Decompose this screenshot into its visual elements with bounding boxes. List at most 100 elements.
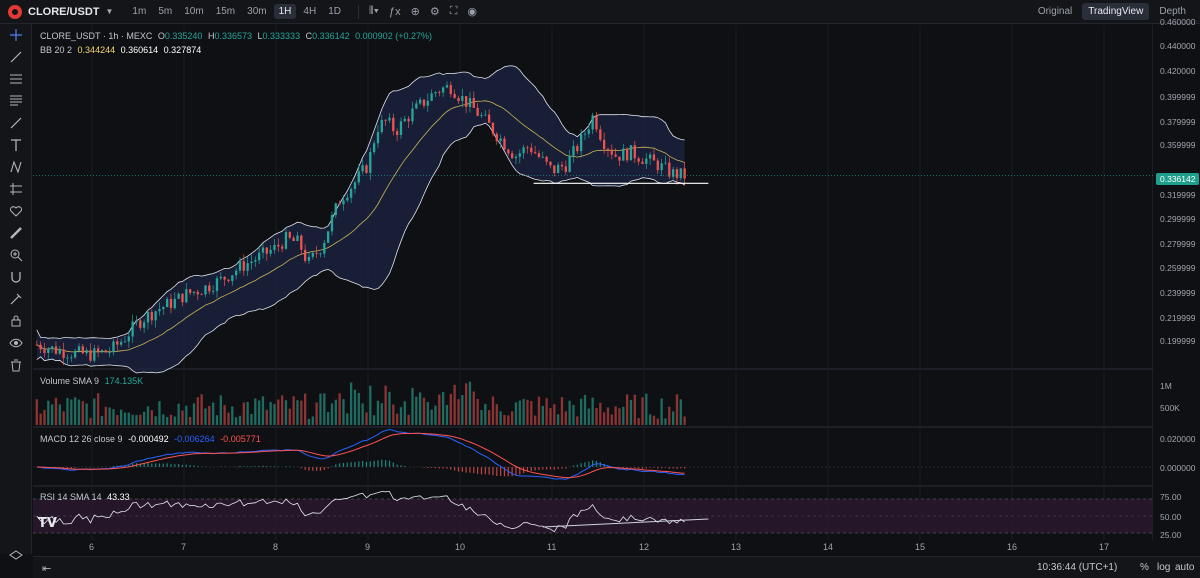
bb-upper-line <box>36 65 685 340</box>
volume-value: 174.135K <box>104 376 144 386</box>
timeframe-10m[interactable]: 10m <box>184 6 204 17</box>
price-chart[interactable] <box>33 25 1153 540</box>
candle-body <box>119 341 123 345</box>
candle-body <box>70 357 73 359</box>
volume-bar <box>392 404 395 425</box>
eye-icon[interactable] <box>0 332 32 354</box>
candle-body <box>181 293 184 303</box>
volume-bar <box>50 404 54 425</box>
volume-bar <box>311 416 314 425</box>
volume-bar <box>223 405 226 425</box>
magnet-icon[interactable] <box>0 266 32 288</box>
bb-lower-line <box>36 122 685 374</box>
fullscreen-icon[interactable]: ⛶ <box>449 5 458 17</box>
candle-body <box>365 165 368 173</box>
volume-bar <box>445 404 449 425</box>
timeframe-1d[interactable]: 1D <box>328 6 341 17</box>
macd-histogram-bar <box>128 464 130 467</box>
chart-type-icon[interactable]: ⫴▾ <box>368 5 379 17</box>
timeframe-1m[interactable]: 1m <box>132 6 147 17</box>
macd-histogram-bar <box>143 463 145 467</box>
trash-icon[interactable] <box>0 354 32 376</box>
macd-legend: MACD 12 26 close 9 -0.000492 -0.006264 -… <box>40 434 264 444</box>
macd-histogram-bar <box>661 467 663 469</box>
volume-bar <box>645 393 648 425</box>
rsi-legend: RSI 14 SMA 14 43.33 <box>40 492 133 502</box>
horizontal-lines-icon[interactable] <box>0 68 32 90</box>
volume-bar <box>238 415 242 425</box>
candle-body <box>545 156 548 162</box>
volume-bar <box>637 418 640 425</box>
volume-bar <box>633 394 636 425</box>
candle-body <box>679 168 682 179</box>
candle-body <box>422 99 426 106</box>
volume-bar <box>326 412 330 425</box>
alert-icon[interactable]: ⊕ <box>410 6 420 18</box>
timeframe-4h[interactable]: 4H <box>303 6 317 17</box>
trend-line-icon[interactable] <box>0 46 32 68</box>
timeframe-30m[interactable]: 30m <box>247 6 267 17</box>
bb-lower: 0.327874 <box>163 45 202 55</box>
volume-bar <box>365 412 368 425</box>
layers-icon[interactable] <box>0 545 32 567</box>
pattern-tool-icon[interactable] <box>0 156 32 178</box>
date-range-icon[interactable]: ⇤ <box>42 563 52 575</box>
candle-body <box>323 242 326 254</box>
heart-icon[interactable] <box>0 200 32 222</box>
chevron-down-icon[interactable]: ▼ <box>105 7 114 16</box>
timeframe-5m[interactable]: 5m <box>158 6 173 17</box>
volume-bar <box>219 395 222 425</box>
macd-histogram-bar <box>162 463 164 467</box>
lock-icon[interactable] <box>0 310 32 332</box>
candle-body <box>526 147 529 149</box>
time-axis-label: 16 <box>1007 542 1018 552</box>
volume-bar <box>81 401 84 425</box>
bb-fill <box>36 65 685 374</box>
candle-body <box>139 320 142 328</box>
macd-histogram-bar <box>546 467 548 470</box>
price-axis-label: 0.420000 <box>1160 66 1196 76</box>
brush-icon[interactable] <box>0 112 32 134</box>
candle-body <box>346 197 349 201</box>
macd-histogram-bar <box>59 467 61 468</box>
candle-body <box>503 138 506 150</box>
symbol-selector[interactable]: CLORE/USDT <box>28 5 100 18</box>
auto-toggle[interactable]: auto <box>1175 562 1195 573</box>
macd-histogram-bar <box>515 467 517 476</box>
view-depth[interactable]: Depth <box>1159 6 1186 17</box>
indicators-icon[interactable]: ƒx <box>388 5 401 18</box>
percent-toggle[interactable]: % <box>1140 562 1149 573</box>
log-toggle[interactable]: log <box>1157 562 1171 573</box>
candle-body <box>215 278 219 292</box>
bb-label: BB 20 2 <box>40 45 73 55</box>
stay-drawing-icon[interactable] <box>0 288 32 310</box>
macd-histogram-bar <box>496 467 498 477</box>
view-tradingview[interactable]: TradingView <box>1082 3 1150 20</box>
view-toggle: Original TradingView Depth <box>1028 3 1192 20</box>
rsi-line <box>36 491 685 533</box>
timeframe-1h[interactable]: 1H <box>273 4 297 19</box>
volume-bar <box>146 406 150 425</box>
ruler-icon[interactable] <box>0 222 32 244</box>
volume-bar <box>587 408 590 425</box>
legend-open: 0.335240 <box>164 31 203 41</box>
volume-bar <box>430 409 433 425</box>
macd-histogram-bar <box>492 467 494 476</box>
crosshair-icon[interactable] <box>0 24 32 46</box>
candle-body <box>238 261 242 271</box>
view-original[interactable]: Original <box>1037 6 1073 17</box>
timeframe-15m[interactable]: 15m <box>215 6 236 17</box>
macd-histogram-bar <box>151 463 153 467</box>
zoom-in-icon[interactable] <box>0 244 32 266</box>
text-tool-icon[interactable] <box>0 134 32 156</box>
settings-icon[interactable]: ⚙ <box>429 6 440 18</box>
fib-tool-icon[interactable] <box>0 90 32 112</box>
volume-bar <box>196 397 199 425</box>
volume-bar <box>70 399 73 425</box>
camera-icon[interactable]: ◉ <box>467 6 478 18</box>
volume-bar <box>116 415 119 425</box>
volume-bar <box>39 413 42 425</box>
measure-icon[interactable] <box>0 178 32 200</box>
volume-bar <box>300 400 303 425</box>
main-legend: CLORE_USDT · 1h · MEXC O0.335240 H0.3365… <box>40 31 435 41</box>
